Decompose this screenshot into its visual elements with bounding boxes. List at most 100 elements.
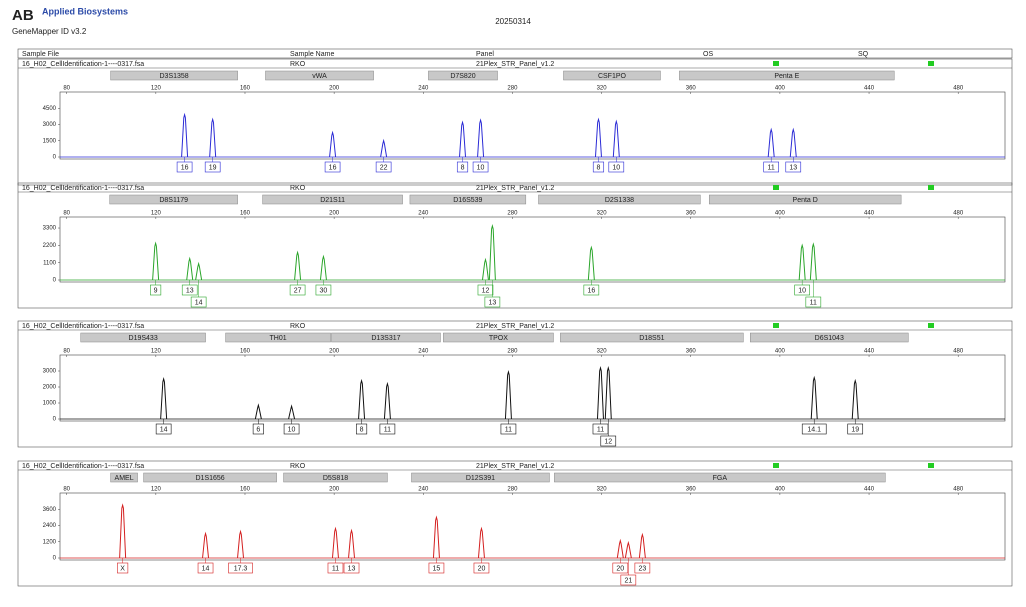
column-header: Sample Name [290,51,334,58]
peak [459,120,467,158]
sample-name: RKO [290,61,306,68]
locus-bar [563,70,661,81]
allele-box [785,161,802,173]
peak [383,381,391,420]
allele-box [477,284,494,296]
y-tick-label: 3000 [43,122,57,128]
software: GeneMapper ID v3.2 [12,27,87,36]
locus-name: D6S1043 [815,335,844,342]
logo-text: Applied Biosystems [42,6,128,16]
locus-name: D21S11 [320,197,345,204]
y-tick-label: 3600 [43,507,57,513]
status-os [773,323,779,328]
allele-label: 14 [195,299,203,306]
y-tick-label: 2400 [43,523,57,529]
locus-bar [708,194,902,205]
status-sq [928,463,934,468]
locus-bar [411,472,550,483]
y-tick-label: 4500 [43,106,57,112]
peak [152,241,160,281]
y-tick-label: 1100 [43,260,57,266]
panel-name: 21Plex_STR_Panel_v1.2 [476,61,554,68]
allele-box [847,423,864,435]
x-tick-label: 240 [418,349,429,355]
column-header: SQ [858,51,869,58]
peak [288,404,296,420]
allele-label: 30 [320,287,328,294]
allele-box [283,423,300,435]
column-header: Sample File [22,51,59,58]
peak [319,254,327,281]
allele-label: 20 [478,565,486,572]
peak [329,130,337,158]
peak [851,378,859,420]
peak [202,531,210,559]
locus-name: CSF1PO [598,73,627,80]
peak [596,366,604,420]
plot-area [59,91,1006,160]
allele-box [801,423,827,435]
x-tick-label: 240 [418,487,429,493]
allele-label: 10 [288,426,296,433]
allele-label: 16 [181,164,189,171]
locus-bar [554,472,886,483]
locus-bar [225,332,331,343]
panel-frame [17,182,1013,309]
allele-box [763,161,780,173]
x-tick-label: 360 [686,349,697,355]
locus-bar [560,332,744,343]
y-tick-label: 0 [53,417,57,423]
y-tick-label: 2200 [43,243,57,249]
x-tick-label: 200 [329,349,340,355]
locus-name: Penta E [774,73,799,80]
allele-label: 21 [624,577,632,584]
sample-name: RKO [290,463,306,470]
x-tick-label: 120 [151,487,162,493]
locus-bar [109,194,238,205]
status-sq [928,323,934,328]
allele-label: 6 [256,426,260,433]
locus-name: D19S433 [129,335,158,342]
x-tick-label: 160 [240,211,251,217]
x-tick-label: 400 [775,86,786,92]
locus-bar [283,472,388,483]
allele-box [315,284,332,296]
x-tick-label: 80 [63,349,70,355]
x-tick-label: 200 [329,211,340,217]
peak [477,526,485,559]
allele-box [805,296,822,308]
peak [612,119,620,158]
y-tick-label: 0 [53,556,57,562]
allele-label: 23 [638,565,646,572]
peak [798,243,806,281]
allele-label: 11 [505,426,512,433]
locus-name: TH01 [270,335,287,342]
x-tick-label: 360 [686,211,697,217]
x-tick-label: 200 [329,86,340,92]
locus-bar [679,70,895,81]
locus-bar [331,332,441,343]
peak [477,118,485,158]
plot-area [59,216,1006,283]
plot-area [59,354,1006,422]
y-tick-label: 1200 [43,539,57,545]
x-tick-label: 240 [418,211,429,217]
peak [209,117,217,158]
allele-box [190,296,207,308]
panel-frame [17,58,1013,186]
x-tick-label: 160 [240,86,251,92]
panel-name: 21Plex_STR_Panel_v1.2 [476,323,554,330]
allele-box [484,296,501,308]
allele-box [150,284,162,296]
allele-label: 10 [477,164,485,171]
locus-bar [80,332,206,343]
locus-bar [110,472,138,483]
y-tick-label: 0 [53,278,57,284]
peak [160,377,168,420]
allele-box [327,562,344,574]
x-tick-label: 280 [507,211,518,217]
allele-box [456,161,469,173]
peak [237,529,245,559]
allele-box [620,574,637,586]
